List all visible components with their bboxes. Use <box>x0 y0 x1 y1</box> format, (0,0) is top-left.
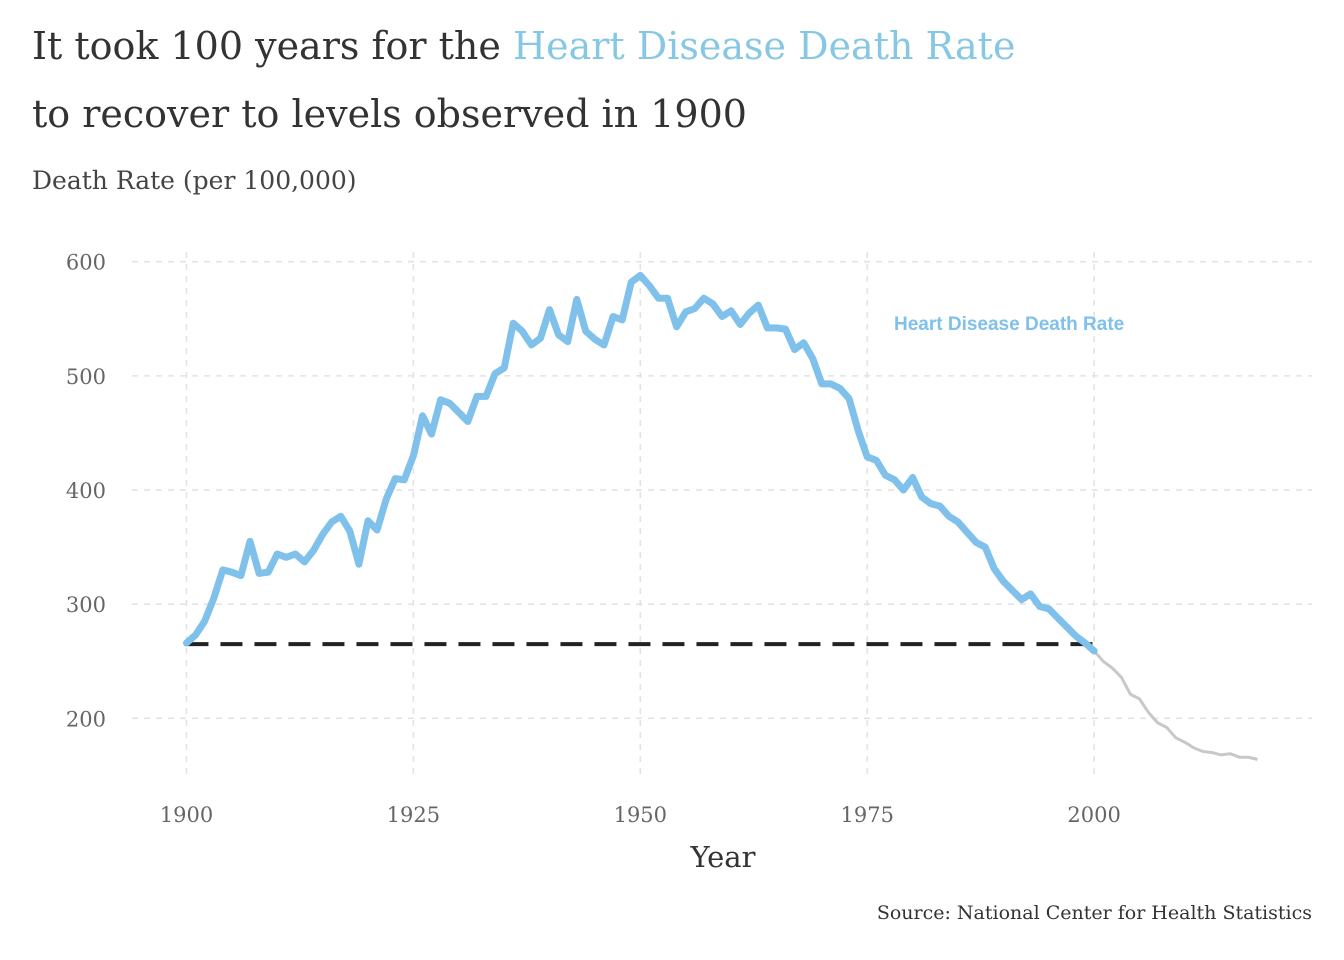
series-label: Heart Disease Death Rate <box>894 314 1124 335</box>
y-tick-label-200: 200 <box>66 707 106 731</box>
x-tick-label-2000: 2000 <box>1067 803 1120 827</box>
x-axis-label: Year <box>690 840 756 874</box>
projection-line <box>1093 650 1258 761</box>
chart-title-line-2: to recover to levels observed in 1900 <box>32 92 747 136</box>
series-line-heart-disease <box>183 271 1098 655</box>
x-tick-label-1900: 1900 <box>160 803 213 827</box>
x-tick-labels: 1900 1925 1950 1975 2000 <box>160 803 1121 827</box>
y-tick-label-500: 500 <box>66 365 106 389</box>
source-caption: Source: National Center for Health Stati… <box>876 902 1312 924</box>
y-tick-label-600: 600 <box>66 251 106 275</box>
x-tick-label-1950: 1950 <box>614 803 667 827</box>
chart-title-line-1: It took 100 years for the Heart Disease … <box>32 22 1015 70</box>
x-tick-label-1925: 1925 <box>387 803 440 827</box>
y-axis-label: Death Rate (per 100,000) <box>32 166 357 195</box>
y-tick-label-400: 400 <box>66 479 106 503</box>
y-tick-labels: 200 300 400 500 600 <box>66 251 106 732</box>
y-tick-label-300: 300 <box>66 593 106 617</box>
title-highlight: Heart Disease Death Rate <box>512 24 1016 68</box>
title-part-1: It took 100 years for the <box>32 24 513 68</box>
x-tick-label-1975: 1975 <box>841 803 894 827</box>
grid-layer <box>132 252 1312 780</box>
